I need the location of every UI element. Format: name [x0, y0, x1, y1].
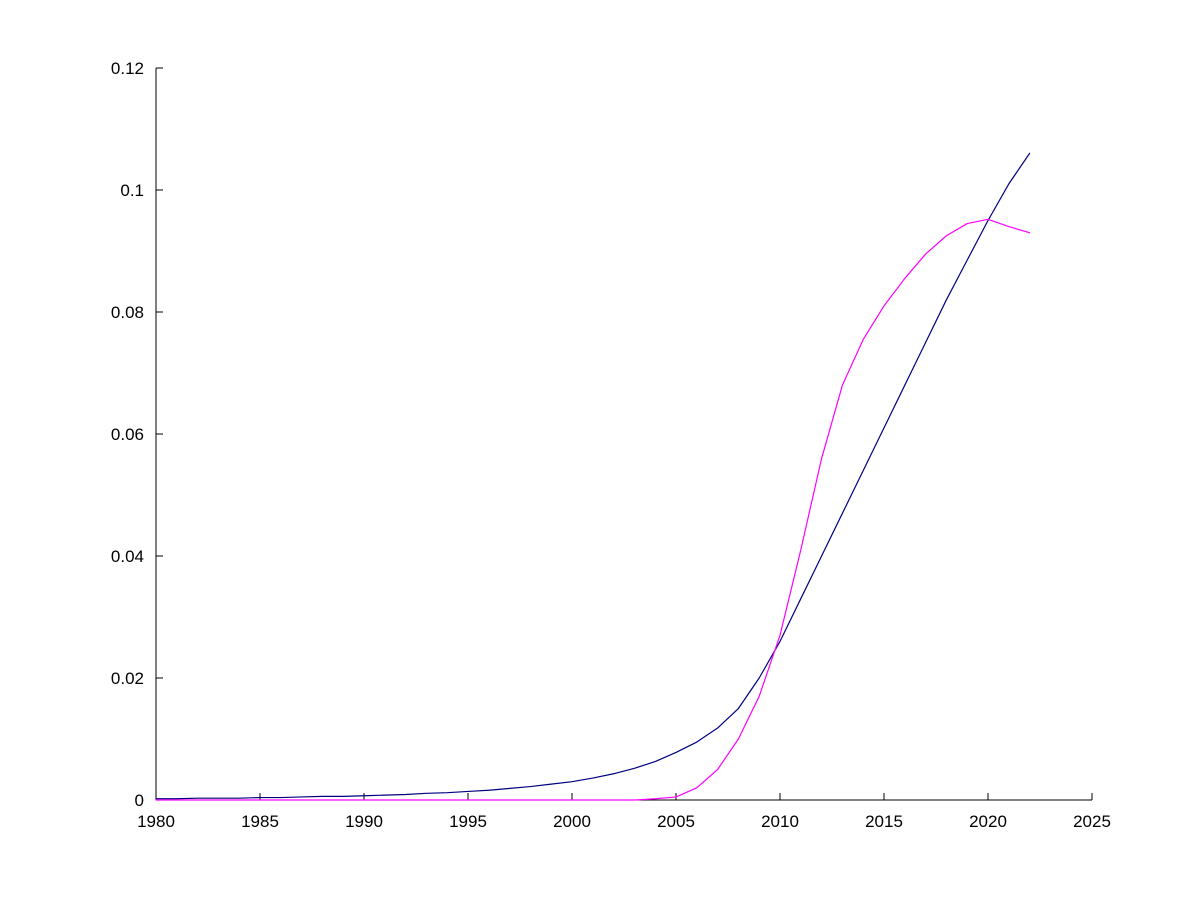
series-line-magenta-curve — [155, 218, 1031, 801]
y-tick-label: 0.04 — [111, 547, 144, 566]
x-tick-label: 2020 — [969, 812, 1007, 831]
x-tick-label: 2025 — [1073, 812, 1111, 831]
y-tick-label: 0.1 — [120, 181, 144, 200]
x-tick-label: 1995 — [449, 812, 487, 831]
series-line-blue-curve — [155, 152, 1031, 800]
y-tick-label: 0.12 — [111, 59, 144, 78]
x-tick-label: 1985 — [241, 812, 279, 831]
y-tick-label: 0.08 — [111, 303, 144, 322]
x-tick-label: 2015 — [865, 812, 903, 831]
x-tick-label: 1980 — [137, 812, 175, 831]
y-tick-label: 0.06 — [111, 425, 144, 444]
x-tick-label: 1990 — [345, 812, 383, 831]
y-tick-label: 0 — [135, 791, 144, 810]
y-tick-label: 0.02 — [111, 669, 144, 688]
x-tick-label: 2010 — [761, 812, 799, 831]
x-tick-label: 2005 — [657, 812, 695, 831]
x-tick-label: 2000 — [553, 812, 591, 831]
